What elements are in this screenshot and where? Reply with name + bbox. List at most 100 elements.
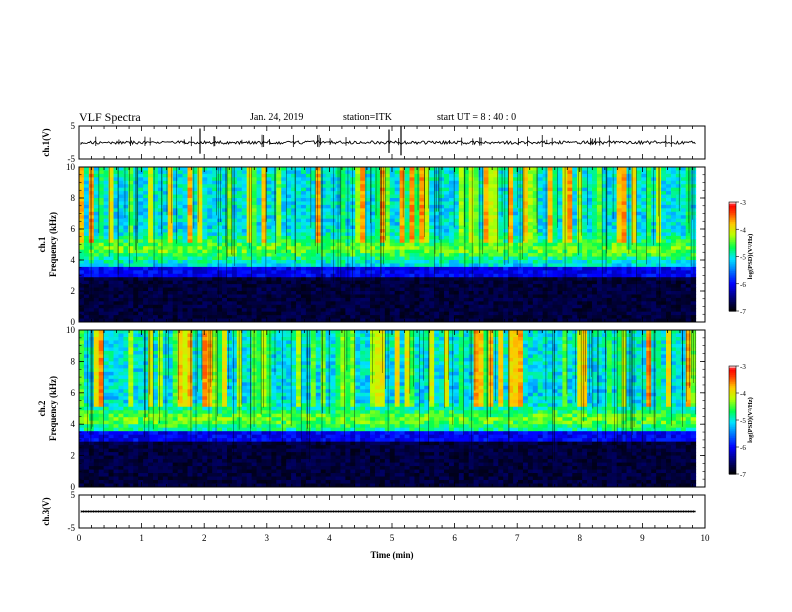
psd-cell xyxy=(335,308,341,313)
psd-cell xyxy=(123,297,129,302)
psd-cell xyxy=(577,198,583,202)
psd-cell xyxy=(305,229,312,233)
psd-cell xyxy=(518,187,524,192)
psd-cell xyxy=(527,222,534,227)
psd-cell xyxy=(226,204,233,209)
psd-cell xyxy=(468,260,475,264)
psd-cell xyxy=(601,184,608,189)
psd-cell xyxy=(98,235,105,240)
psd-cell xyxy=(197,311,203,316)
psd-cell xyxy=(88,198,95,202)
psd-cell xyxy=(256,249,263,254)
psd-cell xyxy=(157,225,164,230)
psd-cell xyxy=(93,284,100,289)
psd-cell xyxy=(394,235,401,240)
psd-cell xyxy=(429,177,435,182)
psd-cell xyxy=(83,225,90,230)
psd-cell xyxy=(463,270,470,275)
psd-cell xyxy=(266,260,272,264)
psd-cell xyxy=(108,218,115,223)
psd-cell xyxy=(518,173,524,178)
psd-cell xyxy=(513,218,519,223)
psd-cell xyxy=(498,222,504,227)
psd-cell xyxy=(389,177,396,182)
psd-cell xyxy=(458,246,465,251)
psd-cell xyxy=(552,184,558,189)
psd-cell xyxy=(113,191,119,196)
psd-cell xyxy=(177,180,184,185)
psd-cell xyxy=(463,308,470,313)
psd-cell xyxy=(360,198,366,202)
psd-cell xyxy=(251,211,258,216)
psd-cell xyxy=(414,184,420,189)
psd-cell xyxy=(537,177,544,182)
psd-cell xyxy=(138,249,144,254)
psd-cell xyxy=(300,318,307,323)
psd-cell xyxy=(152,225,159,230)
psd-cell xyxy=(276,287,282,292)
psd-cell xyxy=(360,294,366,299)
psd-cell xyxy=(493,311,499,316)
psd-cell xyxy=(582,297,588,302)
psd-cell xyxy=(162,263,169,268)
psd-cell xyxy=(143,263,149,268)
psd-cell xyxy=(572,308,578,313)
psd-cell xyxy=(212,218,218,223)
psd-cell xyxy=(572,304,578,309)
psd-cell xyxy=(592,256,598,261)
psd-cell xyxy=(152,291,159,295)
psd-cell xyxy=(197,187,203,192)
psd-cell xyxy=(483,239,489,244)
psd-cell xyxy=(572,287,578,292)
psd-cell xyxy=(300,263,307,268)
psd-cell xyxy=(384,315,391,320)
psd-cell xyxy=(365,177,371,182)
psd-cell xyxy=(537,315,544,320)
psd-cell xyxy=(493,167,499,171)
psd-cell xyxy=(261,273,267,278)
psd-cell xyxy=(212,308,218,313)
psd-cell xyxy=(448,204,455,209)
psd-cell xyxy=(463,311,470,316)
psd-cell xyxy=(162,239,169,244)
psd-cell xyxy=(601,208,608,213)
psd-cell xyxy=(182,211,189,216)
psd-cell xyxy=(537,173,544,178)
psd-cell xyxy=(582,287,588,292)
psd-cell xyxy=(532,211,539,216)
psd-cell xyxy=(478,291,484,295)
psd-cell xyxy=(350,225,356,230)
psd-cell xyxy=(444,177,450,182)
psd-cell xyxy=(148,256,154,261)
psd-cell xyxy=(384,167,391,171)
psd-cell xyxy=(291,167,297,171)
psd-cell xyxy=(217,191,223,196)
psd-cell xyxy=(128,211,134,216)
psd-cell xyxy=(453,222,460,227)
psd-cell xyxy=(281,222,287,227)
psd-cell xyxy=(429,287,435,292)
psd-cell xyxy=(493,304,499,309)
psd-cell xyxy=(296,318,302,323)
psd-cell xyxy=(138,208,144,213)
psd-cell xyxy=(236,225,243,230)
psd-cell xyxy=(281,242,287,247)
psd-cell xyxy=(226,194,233,199)
psd-cell xyxy=(251,263,258,268)
psd-cell xyxy=(217,222,223,227)
psd-cell xyxy=(394,253,401,258)
psd-cell xyxy=(103,260,110,264)
psd-cell xyxy=(532,201,539,206)
psd-cell xyxy=(148,242,154,247)
psd-cell xyxy=(429,263,435,268)
psd-cell xyxy=(567,273,573,278)
psd-cell xyxy=(488,198,494,202)
psd-cell xyxy=(138,315,144,320)
psd-cell xyxy=(118,187,124,192)
psd-cell xyxy=(453,256,460,261)
psd-cell xyxy=(325,204,332,209)
psd-cell xyxy=(335,304,341,309)
psd-cell xyxy=(360,287,366,292)
psd-cell xyxy=(557,294,563,299)
psd-cell xyxy=(384,215,391,220)
